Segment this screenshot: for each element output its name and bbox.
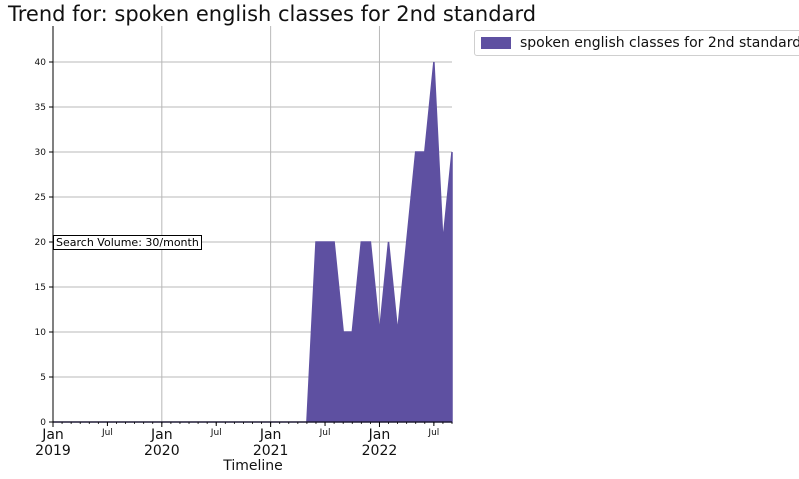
- x-tick-label: Jul: [427, 428, 439, 438]
- y-tick-label: 20: [35, 238, 47, 248]
- y-tick-label: 0: [40, 418, 46, 428]
- x-axis-label: Timeline: [223, 458, 283, 474]
- x-tick-label: Jul: [210, 428, 222, 438]
- y-tick-label: 5: [40, 373, 46, 383]
- x-tick-year-label: 2022: [362, 443, 398, 459]
- x-tick-label: Jul: [319, 428, 331, 438]
- y-tick-label: 15: [35, 283, 46, 293]
- x-tick-year-label: 2019: [35, 443, 71, 459]
- x-tick-label: Jan: [41, 427, 64, 443]
- y-tick-label: 25: [35, 193, 46, 203]
- x-tick-label: Jan: [150, 427, 173, 443]
- x-tick-label: Jan: [259, 427, 282, 443]
- x-tick-label: Jul: [101, 428, 113, 438]
- chart-title: Trend for: spoken english classes for 2n…: [8, 2, 537, 26]
- y-tick-label: 10: [35, 328, 47, 338]
- legend-label: spoken english classes for 2nd standard: [520, 35, 799, 51]
- y-tick-label: 40: [35, 58, 47, 68]
- x-tick-year-label: 2021: [253, 443, 289, 459]
- x-tick-year-label: 2020: [144, 443, 180, 459]
- legend: spoken english classes for 2nd standard: [474, 30, 799, 56]
- y-tick-label: 30: [35, 148, 47, 158]
- legend-swatch: [481, 37, 511, 49]
- y-tick-label: 35: [35, 103, 46, 113]
- x-tick-label: Jan: [368, 427, 391, 443]
- search-volume-annotation: Search Volume: 30/month: [53, 235, 202, 250]
